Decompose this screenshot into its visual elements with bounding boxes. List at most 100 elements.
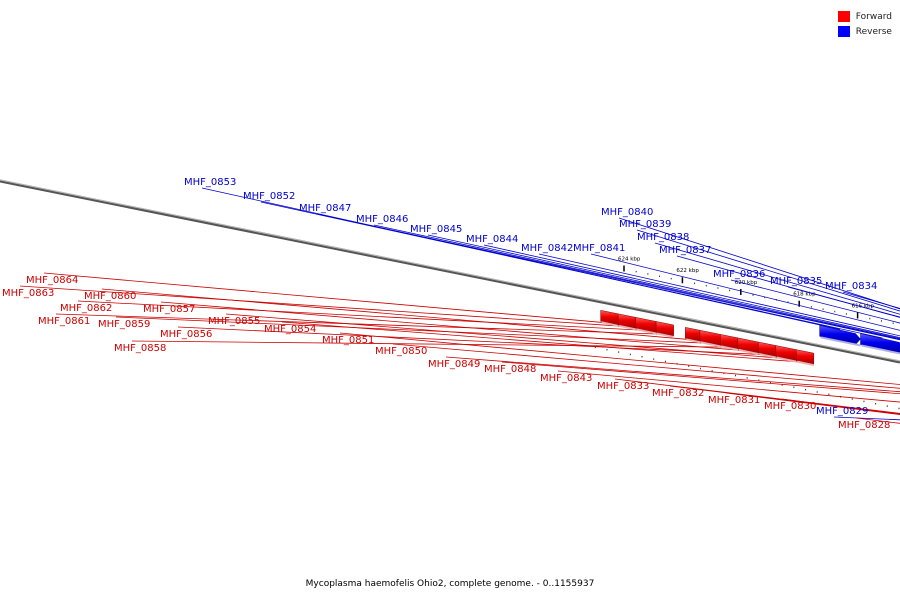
leader-line <box>77 300 646 331</box>
leader-line <box>614 378 900 414</box>
legend-forward-label: Forward <box>855 11 892 22</box>
minor-tick <box>764 296 766 299</box>
gene-shadow <box>738 348 759 356</box>
tick-label: 620 kbp <box>735 280 758 286</box>
gene-features[interactable] <box>600 309 900 490</box>
leader-line <box>445 356 900 393</box>
leader-line <box>43 272 610 324</box>
minor-tick-lower <box>606 348 608 351</box>
gene-shadow <box>636 328 657 335</box>
leader-line <box>501 361 900 395</box>
gene-label: MHF_0842 <box>521 243 573 254</box>
label-leader-lines <box>19 187 900 424</box>
gene-label: MHF_0846 <box>356 214 408 225</box>
minor-tick <box>717 287 719 289</box>
minor-tick <box>880 320 882 322</box>
legend-forward: Forward <box>837 9 892 24</box>
tick-label: 622 kbp <box>676 268 699 274</box>
leader-line <box>225 313 787 359</box>
minor-tick-lower <box>711 370 713 372</box>
legend-reverse: Reverse <box>837 24 892 39</box>
minor-tick-lower <box>664 360 666 363</box>
minor-tick-lower <box>688 365 690 367</box>
minor-tick-lower <box>828 393 830 396</box>
gene-label: MHF_0836 <box>713 269 765 280</box>
leader-line <box>316 213 900 341</box>
minor-tick <box>752 294 754 296</box>
minor-tick-lower <box>793 386 795 389</box>
gene-label: MHF_0845 <box>410 224 462 235</box>
gene-label: MHF_0854 <box>264 324 316 335</box>
leader-line <box>160 301 749 352</box>
gene-label: MHF_0843 <box>540 373 592 384</box>
minor-tick-lower <box>641 356 643 358</box>
minor-tick-lower <box>875 402 877 405</box>
gene-label: MHF_0852 <box>243 191 295 202</box>
minor-tick <box>729 289 731 292</box>
gene-label: MHF_0835 <box>770 276 822 287</box>
gene-label: MHF_0841 <box>573 243 625 254</box>
gene-label: MHF_0828 <box>838 420 890 431</box>
gene-label: MHF_0834 <box>825 281 877 292</box>
leader-line <box>590 253 900 331</box>
gene-label: MHF_0848 <box>484 364 536 375</box>
leader-line <box>177 326 768 356</box>
leader-line <box>557 370 900 403</box>
gene-label: MHF_0849 <box>428 359 480 370</box>
gene-shadow <box>759 353 776 359</box>
gene-label: MHF_0863 <box>2 288 54 299</box>
gene-shadow <box>686 338 700 344</box>
minor-tick <box>787 301 789 303</box>
minor-tick <box>845 313 847 315</box>
leader-line <box>781 398 900 415</box>
minor-tick <box>694 282 696 285</box>
leader-line <box>636 229 900 312</box>
leader-line <box>101 288 693 341</box>
minor-tick-lower <box>618 351 620 353</box>
gene-label: MHF_0830 <box>764 401 816 412</box>
genome-axis <box>0 179 900 364</box>
minor-tick-lower <box>653 358 655 360</box>
leader-line <box>787 286 900 318</box>
gene-labels: MHF_0864 MHF_0863 MHF_0862 MHF_0861 MHF_0860… <box>2 177 890 431</box>
axis-line <box>0 179 900 364</box>
minor-tick-lower <box>734 374 736 377</box>
tick-label: 624 kbp <box>618 256 641 262</box>
leader-line <box>427 234 900 339</box>
minor-tick <box>705 284 707 287</box>
gene-label: MHF_0864 <box>26 275 78 286</box>
genome-caption: Mycoplasma haemofelis Ohio2, complete ge… <box>305 579 595 589</box>
gene-shadow <box>601 321 619 327</box>
minor-tick <box>635 270 637 273</box>
gene-label: MHF_0858 <box>114 343 166 354</box>
gene-label: MHF_0838 <box>637 232 689 243</box>
leader-line <box>725 392 900 416</box>
gene-label: MHF_0837 <box>659 245 711 256</box>
kbp-ticks: 624 kbp 622 kbp 620 kbp 618 kbp 616 kbp <box>594 256 900 410</box>
strand-legend: Forward Reverse <box>837 9 892 39</box>
gene-shadow <box>820 336 861 347</box>
gene-label: MHF_0839 <box>619 219 671 230</box>
gene-mhf-0853 <box>819 325 861 345</box>
minor-tick-lower <box>746 377 748 379</box>
gene-label: MHF_0855 <box>208 316 260 327</box>
gene-shadow <box>657 332 674 338</box>
minor-tick <box>810 306 812 308</box>
gene-label: MHF_0857 <box>143 304 195 315</box>
gene-label: MHF_0853 <box>184 177 236 188</box>
gene-label: MHF_0840 <box>601 207 653 218</box>
minor-tick-lower <box>594 346 596 349</box>
minor-tick-lower <box>816 391 818 393</box>
minor-tick-lower <box>805 388 807 391</box>
tick-label: 618 kbp <box>793 292 816 298</box>
gene-shadow <box>700 341 721 348</box>
minor-tick <box>670 277 672 280</box>
gene-shadow <box>797 360 814 367</box>
reverse-swatch <box>837 26 850 37</box>
gene-shadow <box>861 344 900 355</box>
gene-label: MHF_0862 <box>60 303 112 314</box>
tick-label: 616 kbp <box>852 303 875 309</box>
gene-label: MHF_0850 <box>375 346 427 357</box>
leader-line <box>654 242 900 315</box>
